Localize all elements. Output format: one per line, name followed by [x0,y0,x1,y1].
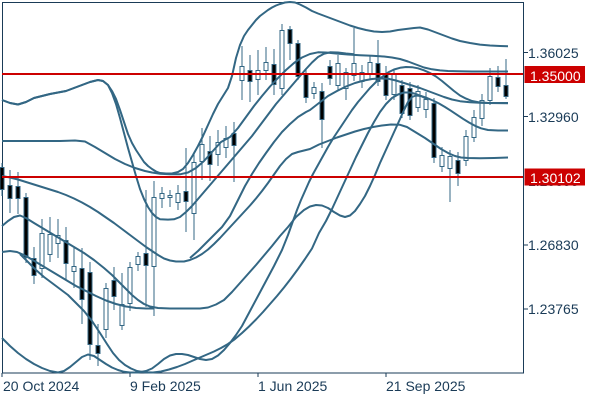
svg-text:1 Jun 2025: 1 Jun 2025 [258,378,327,394]
svg-text:20 Oct 2024: 20 Oct 2024 [3,378,79,394]
svg-text:21 Sep 2025: 21 Sep 2025 [386,378,466,394]
svg-text:1.23765: 1.23765 [528,301,579,317]
svg-text:9 Feb 2025: 9 Feb 2025 [130,378,201,394]
svg-text:1.36025: 1.36025 [528,45,579,61]
svg-text:1.35000: 1.35000 [530,68,581,84]
svg-text:1.30102: 1.30102 [530,170,581,186]
svg-text:1.26830: 1.26830 [528,237,579,253]
svg-text:1.32960: 1.32960 [528,109,579,125]
